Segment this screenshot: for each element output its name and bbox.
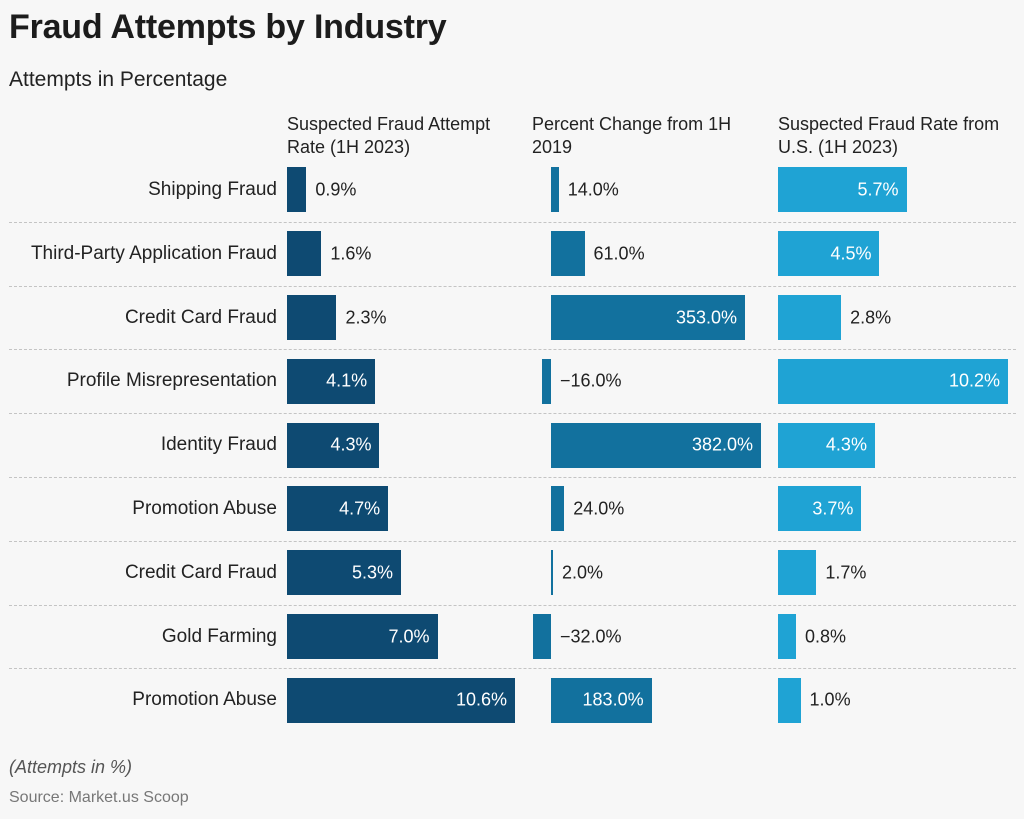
data-label-percent-change: −16.0%	[560, 370, 622, 391]
row-separator	[9, 668, 1016, 670]
bar-attempt-rate	[287, 677, 515, 723]
row-separator	[9, 349, 1016, 351]
bar-us-rate	[778, 677, 801, 723]
category-label: Credit Card Fraud	[124, 306, 277, 328]
bar-percent-change	[551, 677, 652, 723]
data-label-us-rate: 10.2%	[948, 370, 1000, 391]
data-label-attempt-rate: 5.3%	[351, 562, 393, 583]
bar-attempt-rate	[287, 295, 337, 340]
bar-percent-change	[551, 550, 553, 596]
data-label-percent-change: 382.0%	[691, 434, 753, 455]
bar-percent-change	[533, 614, 551, 659]
data-label-attempt-rate: 1.6%	[330, 243, 372, 264]
data-label-us-rate: 3.7%	[812, 498, 854, 519]
bar-attempt-rate	[287, 614, 438, 659]
bar-us-rate	[778, 358, 1008, 404]
bar-percent-change	[551, 422, 761, 468]
data-label-us-rate: 4.3%	[825, 434, 867, 455]
row-separator	[9, 604, 1016, 606]
data-label-percent-change: 353.0%	[675, 307, 738, 327]
row-separator	[9, 540, 1016, 542]
data-label-us-rate: 1.7%	[825, 562, 867, 583]
bar-percent-change	[551, 486, 565, 532]
data-label-attempt-rate: 4.1%	[326, 370, 368, 391]
bar-percent-change	[551, 231, 585, 277]
chart-subtitle: Attempts in Percentage	[9, 68, 228, 91]
data-label-attempt-rate: 10.6%	[455, 689, 507, 710]
data-label-us-rate: 0.8%	[805, 626, 847, 646]
category-label: Credit Card Fraud	[124, 561, 277, 583]
data-label-percent-change: 183.0%	[582, 689, 644, 710]
bar-attempt-rate	[287, 550, 401, 596]
row-separator	[9, 285, 1016, 287]
category-label: Promotion Abuse	[132, 497, 277, 519]
data-label-attempt-rate: 4.3%	[330, 434, 372, 455]
chart-source: Source: Market.us Scoop	[9, 789, 189, 806]
row-separator	[9, 477, 1016, 478]
data-label-percent-change: 24.0%	[573, 498, 625, 519]
row-separator	[9, 221, 1016, 223]
data-label-attempt-rate: 4.7%	[339, 498, 381, 519]
bar-us-rate	[778, 295, 842, 340]
category-label: Promotion Abuse	[132, 689, 277, 711]
data-label-us-rate: 2.8%	[850, 307, 892, 327]
column-header-us-rate: Suspected Fraud Rate from U.S. (1H 2023)	[778, 114, 1000, 157]
bar-percent-change	[551, 295, 746, 340]
bar-us-rate	[778, 614, 797, 659]
data-label-attempt-rate: 2.3%	[345, 307, 387, 327]
data-label-attempt-rate: 7.0%	[388, 626, 430, 646]
data-label-us-rate: 5.7%	[857, 179, 899, 200]
category-label: Gold Farming	[161, 625, 277, 647]
bar-us-rate	[778, 550, 817, 596]
bar-us-rate	[778, 422, 875, 468]
data-label-us-rate: 4.5%	[830, 243, 872, 264]
data-label-percent-change: 14.0%	[567, 179, 619, 200]
data-label-percent-change: −32.0%	[560, 626, 622, 646]
category-label: Third-Party Application Fraud	[30, 242, 277, 264]
data-label-percent-change: 2.0%	[562, 562, 604, 583]
category-label: Profile Misrepresentation	[66, 370, 277, 392]
bar-percent-change	[542, 358, 551, 404]
bar-attempt-rate	[287, 422, 380, 468]
bar-us-rate	[778, 167, 907, 213]
row-separator	[9, 413, 1016, 415]
bar-us-rate	[778, 231, 880, 277]
bar-attempt-rate	[287, 167, 307, 213]
chart-title: Fraud Attempts by Industry	[9, 8, 447, 46]
data-label-percent-change: 61.0%	[593, 243, 645, 264]
chart-note: (Attempts in %)	[9, 757, 133, 777]
data-label-us-rate: 1.0%	[809, 689, 851, 710]
category-label: Identity Fraud	[160, 434, 277, 456]
bar-attempt-rate	[287, 486, 389, 532]
column-header-percent-change: Percent Change from 1H 2019	[532, 114, 732, 157]
data-label-attempt-rate: 0.9%	[315, 179, 357, 200]
bar-attempt-rate	[287, 231, 322, 277]
bar-attempt-rate	[287, 358, 376, 404]
bar-percent-change	[551, 167, 559, 213]
category-label: Shipping Fraud	[148, 178, 277, 200]
bar-us-rate	[778, 486, 862, 532]
column-header-attempt-rate: Suspected Fraud Attempt Rate (1H 2023)	[287, 114, 491, 157]
